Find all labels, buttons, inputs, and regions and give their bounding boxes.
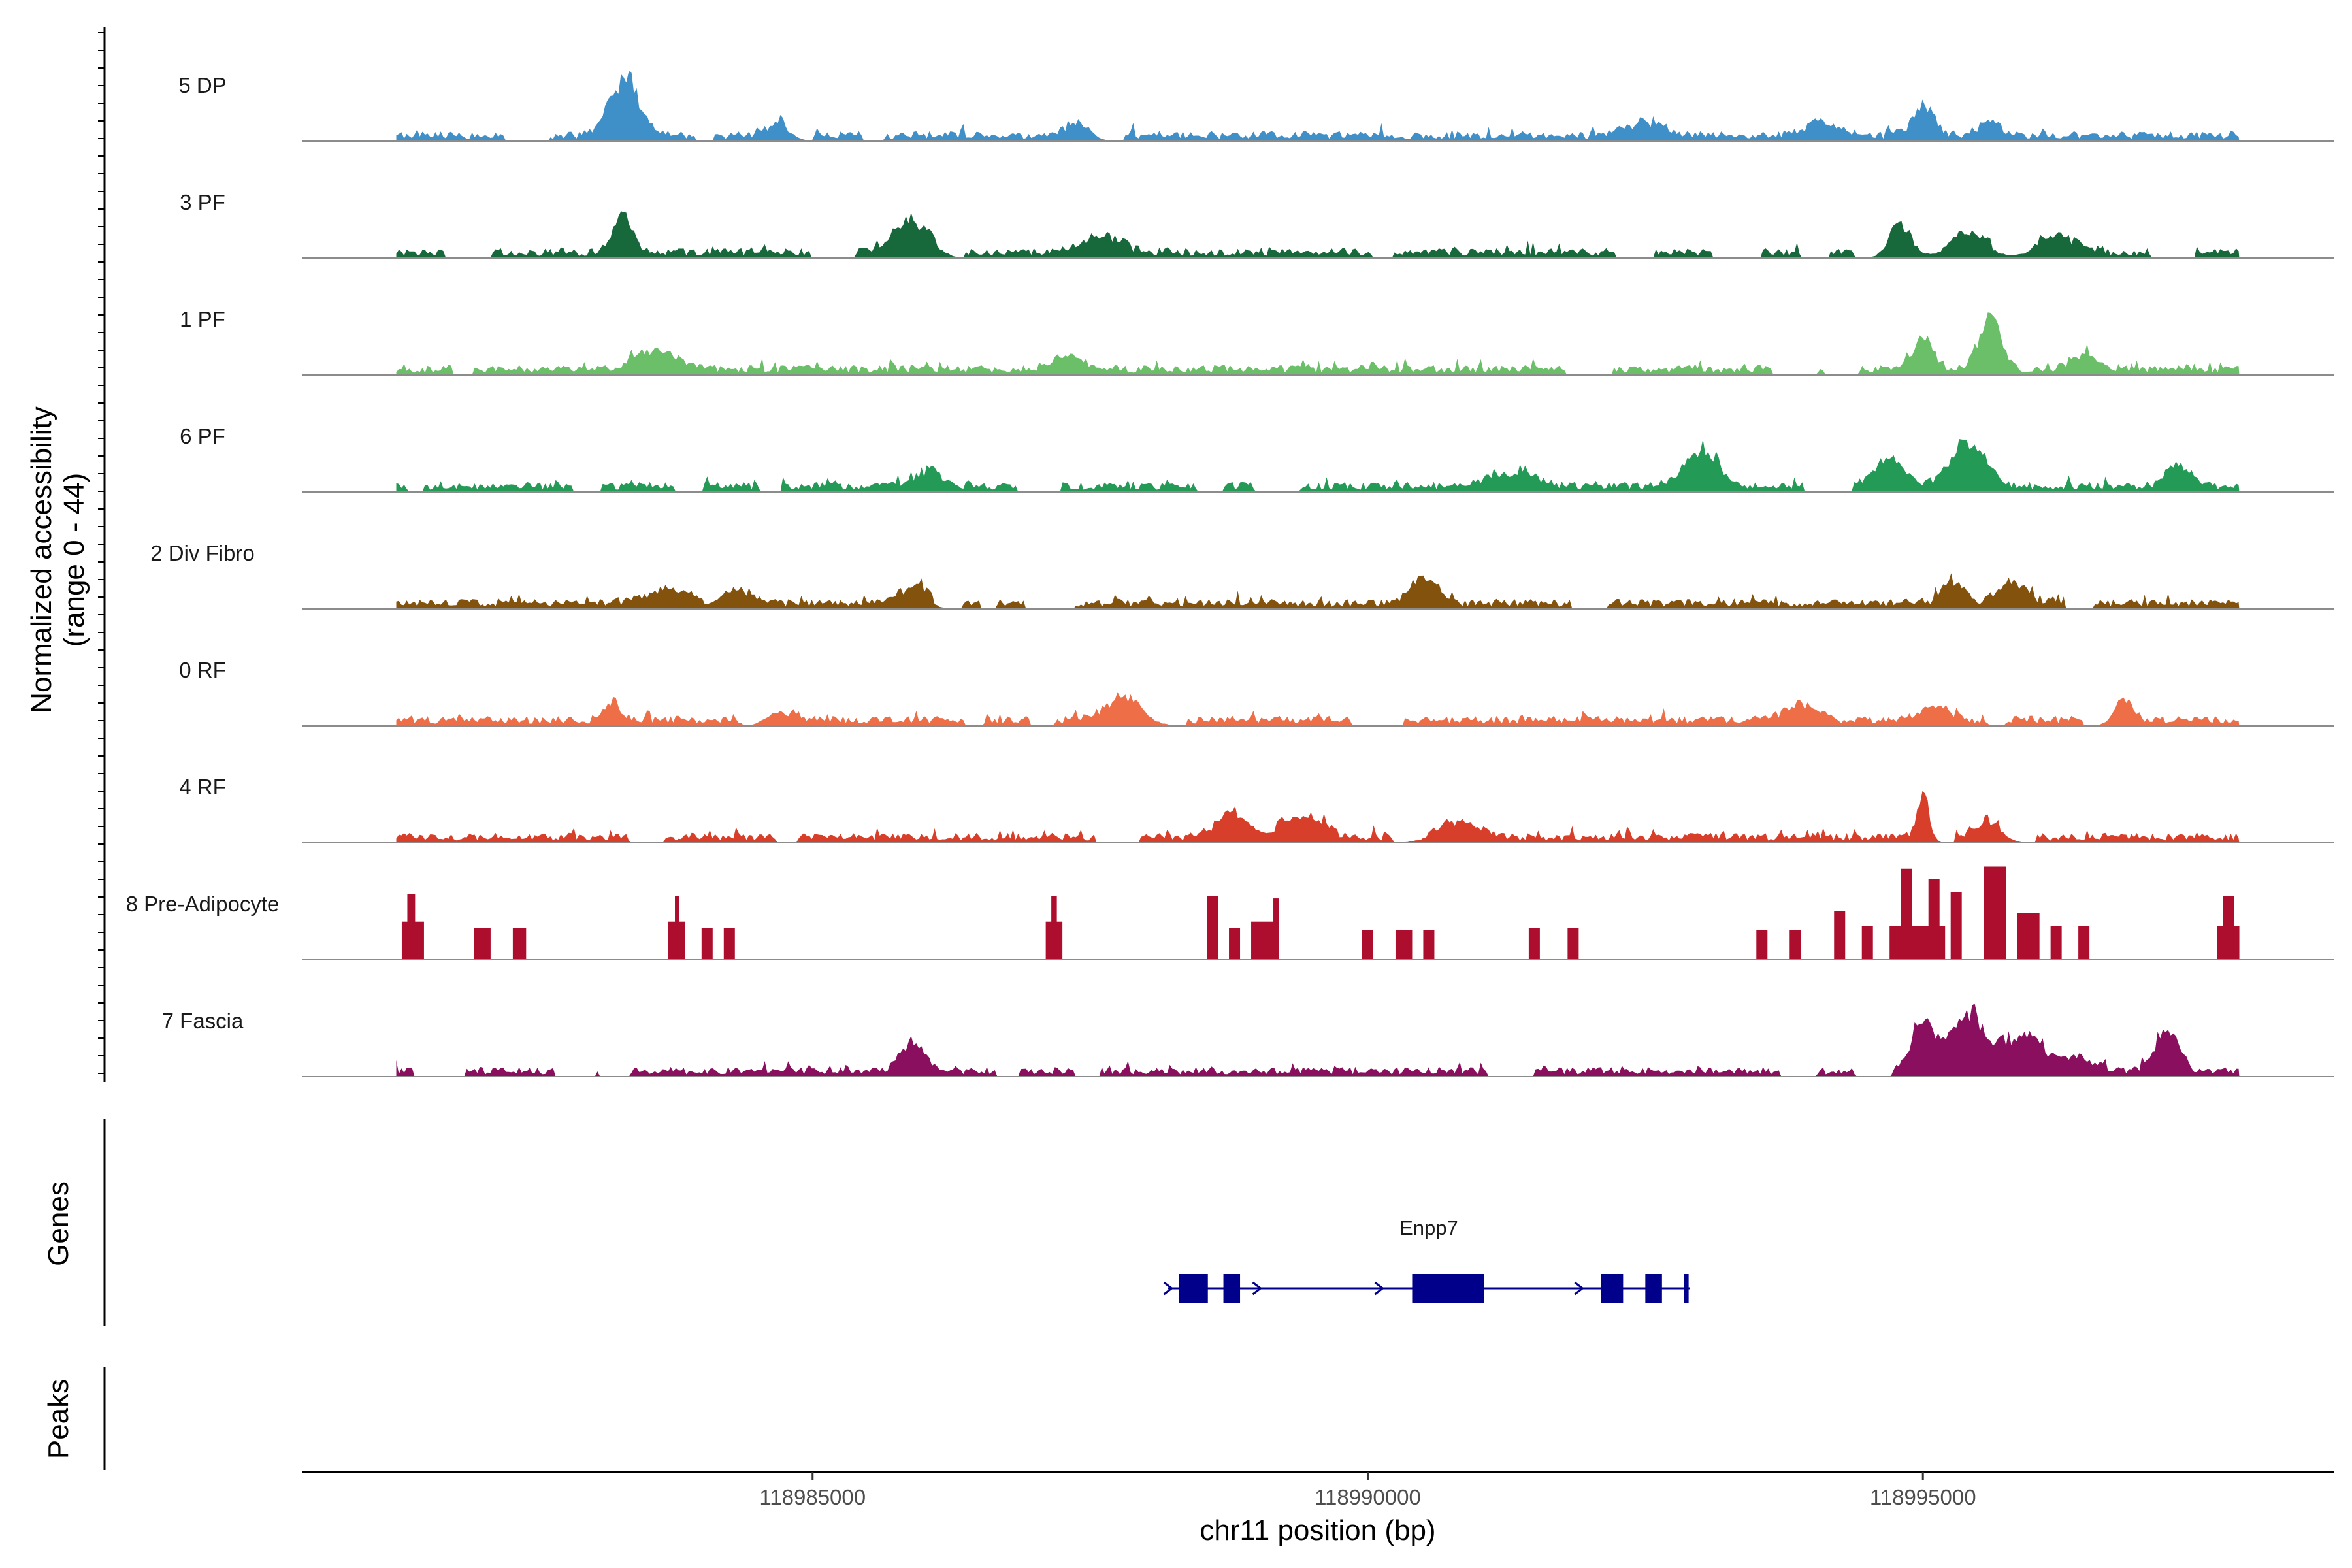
track-label: 1 PF [180,307,225,331]
track-3-pf: 3 PF [180,190,2334,259]
x-tick-label: 118995000 [1870,1485,1976,1509]
signal-bar [1395,930,1413,960]
x-tick-label: 118990000 [1315,1485,1421,1509]
peaks-panel-label: Peaks [42,1379,74,1459]
signal-area [396,573,2240,609]
signal-bar [1901,868,1912,960]
signal-bar [1423,930,1435,960]
gene-exon [1223,1274,1241,1303]
track-label: 7 Fascia [162,1009,244,1033]
track-label: 0 RF [179,658,226,682]
signal-bar [512,928,527,960]
signal-bar [1528,928,1540,960]
strand-arrow [1374,1281,1384,1296]
strand-arrow [1252,1281,1263,1296]
signal-bar [1273,898,1279,960]
coverage-y-axis [98,27,106,1082]
track-5-dp: 5 DP [178,71,2334,142]
gene-exon [1645,1274,1662,1303]
coverage-tracks: 5 DP 3 PF 1 PF 6 PF 2 Div Fibro 0 RF 4 RF 8 Pre… [126,71,2334,1077]
signal-area [396,211,2240,258]
track-label: 3 PF [180,190,225,214]
signal-area [396,791,2240,843]
signal-bar [407,894,416,960]
gene-exon [1179,1274,1208,1303]
signal-bar [723,928,735,960]
signal-bar [1229,928,1241,960]
signal-bar [1789,930,1801,960]
signal-bar [1995,896,2006,960]
signal-bar [1756,930,1768,960]
signal-bar [1567,928,1579,960]
signal-bar [474,928,491,960]
signal-bar [1834,911,1846,960]
signal-area [396,71,2240,141]
signal-bar [1928,879,1940,960]
gene-track: Enpp7 [1163,1217,1690,1303]
strand-arrow [1163,1281,1174,1296]
track-8-pre-adipocyte: 8 Pre-Adipocyte [126,866,2334,960]
signal-bar [701,928,713,960]
genes-panel-label: Genes [42,1181,74,1266]
signal-bar [2078,926,2090,960]
track-label: 8 Pre-Adipocyte [126,892,280,916]
track-4-rf: 4 RF [179,775,2334,843]
track-7-fascia: 7 Fascia [162,1004,2334,1077]
gene-exon [1412,1274,1484,1303]
track-label: 2 Div Fibro [150,541,255,565]
signal-bar [1362,930,1373,960]
signal-area [396,312,2240,375]
signal-bar [1207,896,1218,960]
signal-area [396,692,2240,726]
gene-exon [1684,1274,1689,1303]
signal-bar [1861,926,1873,960]
gene-exon [1601,1274,1624,1303]
x-axis-ticks: 118985000 118990000 118995000 [759,1472,1976,1509]
signal-bar [1051,896,1057,960]
y-axis-title-line1: Normalized accessibility [25,406,57,713]
track-label: 5 DP [178,73,226,97]
gene-enpp7: Enpp7 [1163,1217,1690,1303]
signal-bar [2017,913,2040,960]
track-2-div-fibro: 2 Div Fibro [150,541,2334,610]
track-label: 4 RF [179,775,226,799]
track-1-pf: 1 PF [180,307,2334,376]
signal-bar [2217,926,2240,960]
y-axis-title-line2: (range 0 - 44) [58,473,90,647]
x-axis-title: chr11 position (bp) [1200,1514,1435,1546]
track-6-pf: 6 PF [180,424,2334,493]
x-tick-label: 118985000 [759,1485,866,1509]
signal-bar [2050,926,2062,960]
strand-arrow [1574,1281,1584,1296]
signal-bar [675,896,679,960]
gene-label: Enpp7 [1399,1217,1458,1239]
track-label: 6 PF [180,424,225,448]
track-0-rf: 0 RF [179,658,2334,727]
signal-area [396,1004,2240,1077]
signal-bar [1950,892,1962,960]
